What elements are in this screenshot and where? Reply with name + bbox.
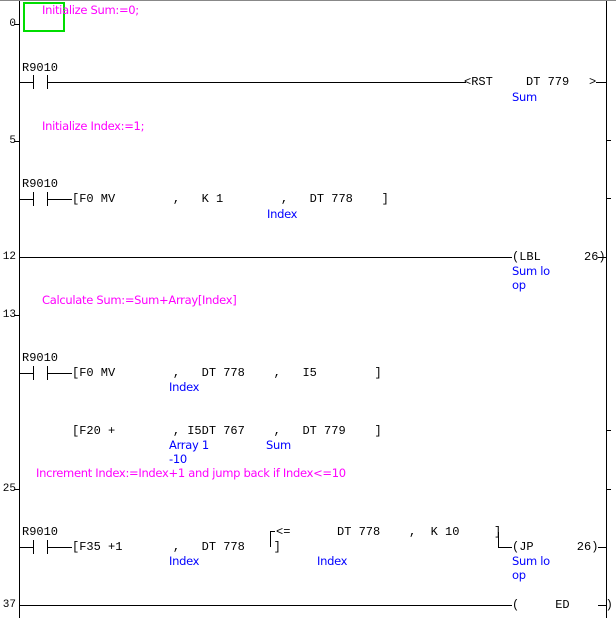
row-tick bbox=[14, 141, 19, 142]
rail-tick bbox=[606, 198, 611, 199]
row-number: 37 bbox=[2, 599, 16, 611]
variable-label: Index bbox=[169, 554, 200, 568]
instruction[interactable]: [F0 MV , K 1 , DT 778 ] bbox=[72, 192, 389, 206]
rung-wire bbox=[19, 199, 33, 200]
variable-label: Array 1 bbox=[169, 438, 209, 452]
rail-tick bbox=[606, 489, 611, 490]
row-tick bbox=[14, 489, 19, 490]
variable-label: Index bbox=[267, 207, 298, 221]
contact-label: R9010 bbox=[22, 177, 59, 191]
rung-wire bbox=[596, 82, 606, 83]
rung-wire bbox=[19, 82, 33, 83]
compare-op[interactable]: <= bbox=[276, 525, 291, 539]
rst-coil[interactable]: <RST bbox=[464, 75, 493, 89]
row-tick bbox=[14, 24, 19, 25]
row-number: 12 bbox=[2, 251, 16, 263]
left-power-rail bbox=[19, 0, 20, 618]
rail-tick bbox=[606, 140, 611, 141]
operand: DT 779 bbox=[526, 75, 570, 89]
compare-operands: DT 778 , K 10 bbox=[337, 525, 460, 539]
instruction[interactable]: [F0 MV , DT 778 , I5 ] bbox=[72, 366, 382, 380]
contact-label: R9010 bbox=[22, 351, 59, 365]
instruction[interactable]: [F20 + , I5DT 767 , DT 779 ] bbox=[72, 424, 382, 438]
rung-wire bbox=[598, 547, 606, 548]
variable-label: Sum lo bbox=[512, 264, 550, 278]
comment: Calculate Sum:=Sum+Array[Index] bbox=[42, 293, 237, 307]
rung-wire bbox=[19, 605, 512, 606]
variable-label: op bbox=[512, 568, 526, 582]
variable-label: op bbox=[512, 278, 526, 292]
comment: Increment Index:=Index+1 and jump back i… bbox=[36, 466, 346, 480]
end-coil[interactable]: ( ED ) bbox=[512, 598, 613, 612]
contact-label: R9010 bbox=[22, 61, 59, 75]
rung-wire bbox=[48, 373, 72, 374]
variable-label: Index bbox=[317, 554, 348, 568]
rung-wire bbox=[19, 373, 33, 374]
cursor-box[interactable] bbox=[23, 2, 65, 32]
rung-wire bbox=[48, 199, 72, 200]
coil-end: > bbox=[589, 75, 597, 89]
row-number: 5 bbox=[9, 135, 16, 147]
comment: Initialize Index:=1; bbox=[42, 119, 145, 133]
top-border bbox=[0, 0, 616, 1]
rung-wire bbox=[48, 547, 72, 548]
row-number: 25 bbox=[2, 483, 16, 495]
contact-label: R9010 bbox=[22, 525, 59, 539]
variable-label: Sum bbox=[266, 438, 291, 452]
variable-label: Sum bbox=[512, 90, 537, 104]
rung-wire bbox=[48, 82, 466, 83]
rail-tick bbox=[606, 430, 611, 431]
row-tick bbox=[14, 315, 19, 316]
variable-label: Sum lo bbox=[512, 554, 550, 568]
instruction[interactable]: [F35 +1 , DT 778 ] bbox=[72, 540, 281, 554]
variable-label: -10 bbox=[169, 452, 187, 466]
rung-wire bbox=[598, 257, 606, 258]
compare-close: ] bbox=[494, 525, 501, 539]
comment: Initialize Sum:=0; bbox=[42, 3, 139, 17]
rung-wire bbox=[19, 257, 512, 258]
rung-wire bbox=[19, 547, 33, 548]
row-number: 13 bbox=[2, 309, 16, 321]
right-power-rail bbox=[606, 0, 607, 618]
variable-label: Index bbox=[169, 380, 200, 394]
label-coil[interactable]: (LBL 26) bbox=[512, 250, 606, 264]
row-number: 0 bbox=[9, 18, 16, 30]
jump-coil[interactable]: (JP 26) bbox=[512, 540, 599, 554]
rung-wire bbox=[598, 605, 606, 606]
